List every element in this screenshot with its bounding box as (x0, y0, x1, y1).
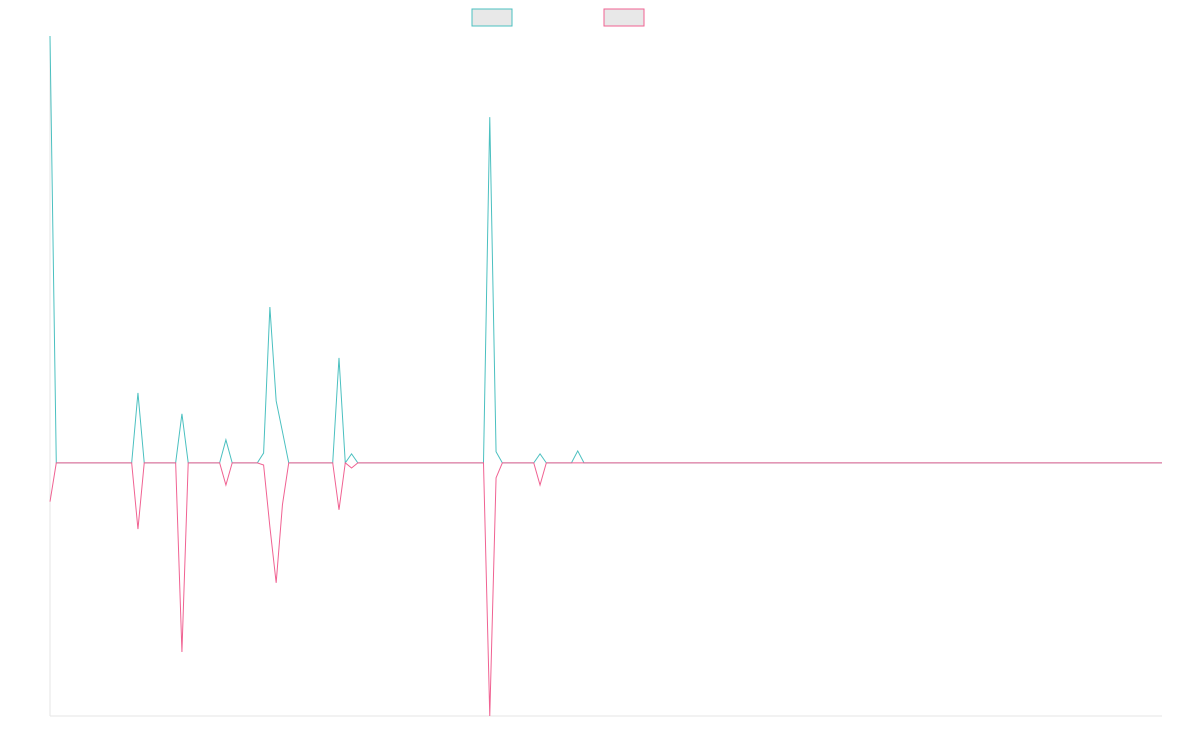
legend-swatch[interactable] (471, 8, 513, 27)
legend-swatch[interactable] (603, 8, 645, 27)
series-line (49, 461, 1162, 717)
series-line (49, 35, 1162, 465)
